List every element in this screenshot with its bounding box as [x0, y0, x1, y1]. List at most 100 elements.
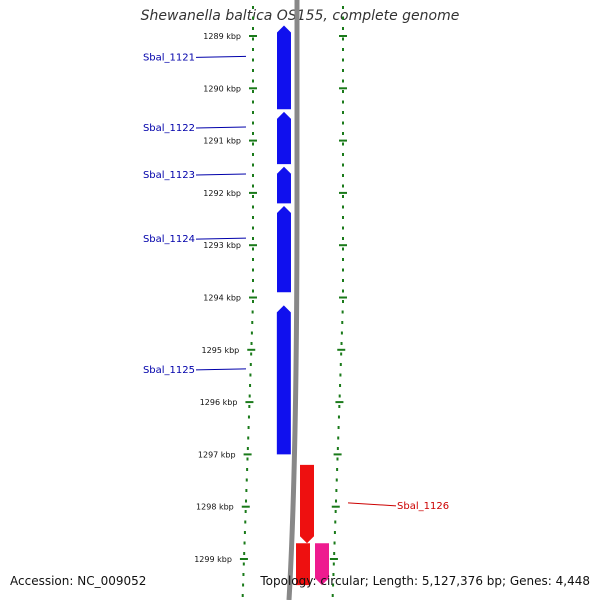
- tick-dot: [338, 394, 341, 398]
- tick-dot: [252, 111, 254, 114]
- tick-column-left: 1289 kbp 1290 kbp 1291 kbp 1292 kbp 1293 kbp…: [194, 6, 257, 597]
- tick-dot: [340, 342, 343, 345]
- tick-dot: [337, 415, 340, 419]
- tick-dot: [252, 142, 254, 146]
- tick-dot: [252, 79, 254, 83]
- gene-label[interactable]: Sbal_1121: [143, 52, 195, 63]
- tick-dot: [342, 37, 344, 41]
- tick-dot: [252, 268, 254, 272]
- tick-dot: [252, 48, 254, 51]
- gene-label[interactable]: Sbal_1126: [397, 501, 449, 512]
- tick-dot: [252, 237, 254, 240]
- tick-dot: [334, 510, 337, 513]
- axis-tick-label: 1299 kbp: [194, 555, 232, 564]
- tick-dot: [342, 268, 344, 272]
- tick-dot: [342, 258, 344, 261]
- major-tick: [339, 35, 347, 37]
- gene-label-line: [195, 173, 247, 176]
- tick-dot: [336, 447, 339, 450]
- tick-dot: [250, 331, 253, 335]
- tick-dot: [342, 142, 344, 146]
- axis-tick-label: 1289 kbp: [203, 32, 241, 41]
- tick-dot: [252, 195, 254, 198]
- tick-dot: [242, 562, 245, 566]
- tick-dot: [342, 174, 344, 177]
- major-tick: [249, 87, 257, 90]
- tick-dot: [249, 373, 252, 377]
- gene-arrow[interactable]: [277, 111, 291, 165]
- gene-label-line: [195, 368, 247, 371]
- tick-column-right: [329, 6, 347, 597]
- tick-dot: [342, 69, 344, 72]
- tick-dot: [252, 90, 254, 93]
- axis-tick-label: 1293 kbp: [203, 241, 241, 250]
- major-tick: [239, 558, 248, 560]
- major-tick: [249, 244, 257, 247]
- tick-dot: [333, 552, 336, 555]
- tick-dot: [252, 205, 254, 209]
- tick-dot: [342, 205, 344, 209]
- axis-tick-label: 1297 kbp: [198, 450, 236, 459]
- tick-dot: [342, 247, 344, 251]
- tick-dot: [250, 342, 253, 345]
- tick-dot: [339, 384, 342, 387]
- tick-dot: [342, 16, 344, 20]
- tick-dot: [252, 247, 254, 251]
- tick-dot: [341, 321, 344, 324]
- tick-dot: [342, 153, 344, 156]
- tick-dot: [241, 594, 244, 597]
- tick-dot: [332, 583, 335, 587]
- tick-dot: [252, 163, 254, 167]
- tick-dot: [252, 279, 254, 282]
- tick-dot: [342, 163, 344, 167]
- tick-dot: [342, 184, 344, 188]
- tick-dot: [249, 384, 252, 387]
- genome-summary-text: Topology: circular; Length: 5,127,376 bp…: [260, 574, 590, 588]
- gene-arrow[interactable]: [296, 543, 310, 586]
- tick-dot: [252, 184, 254, 188]
- tick-dot: [251, 310, 254, 314]
- gene-label[interactable]: Sbal_1123: [143, 170, 195, 181]
- tick-dot: [250, 352, 253, 356]
- tick-dot: [244, 520, 247, 524]
- tick-dot: [243, 531, 246, 534]
- tick-dot: [342, 48, 344, 51]
- axis-tick-label: 1294 kbp: [203, 294, 241, 303]
- gene-arrow[interactable]: [315, 543, 329, 586]
- gene-label[interactable]: Sbal_1122: [143, 123, 195, 134]
- axis-tick-label: 1296 kbp: [200, 398, 238, 407]
- genome-title: Shewanella baltica OS155, complete genom…: [140, 8, 460, 24]
- tick-dot: [332, 562, 335, 566]
- tick-dot: [251, 321, 254, 324]
- tick-dot: [335, 499, 338, 503]
- tick-dot: [332, 573, 335, 576]
- gene-arrow[interactable]: [300, 464, 314, 544]
- tick-dot: [246, 447, 249, 450]
- tick-dot: [342, 6, 344, 9]
- major-tick: [249, 35, 257, 37]
- tick-dot: [252, 6, 254, 9]
- tick-dot: [342, 226, 344, 230]
- tick-dot: [342, 132, 344, 135]
- tick-dot: [336, 457, 339, 461]
- gene-arrow[interactable]: [277, 205, 291, 293]
- major-tick: [241, 505, 250, 508]
- tick-dot: [252, 300, 254, 303]
- tick-dot: [252, 58, 254, 62]
- tick-dot: [245, 499, 248, 503]
- major-tick: [339, 296, 347, 299]
- tick-dot: [248, 394, 251, 398]
- tick-dot: [340, 352, 343, 356]
- accession-text: Accession: NC_009052: [10, 574, 147, 588]
- gene-label[interactable]: Sbal_1125: [143, 365, 195, 376]
- major-tick: [333, 453, 342, 456]
- tick-dot: [252, 216, 254, 219]
- major-tick: [249, 191, 257, 194]
- gene-arrow[interactable]: [277, 25, 291, 110]
- gene-label[interactable]: Sbal_1124: [143, 234, 195, 245]
- tick-dot: [340, 331, 343, 335]
- tick-dot: [247, 436, 250, 440]
- tick-dot: [252, 289, 254, 293]
- gene-arrow[interactable]: [277, 166, 291, 204]
- gene-arrow[interactable]: [276, 305, 291, 455]
